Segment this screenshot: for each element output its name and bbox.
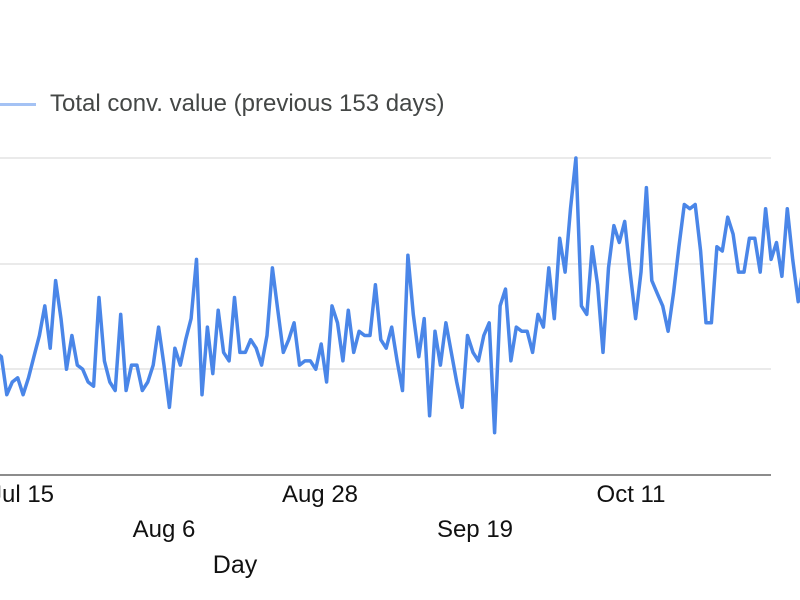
x-tick-label: Jul 15 [0,481,54,508]
legend-swatch [0,102,36,106]
gridlines [0,157,771,476]
chart-legend: Total conv. value (previous 153 days) [0,86,444,122]
x-tick-label: Aug 28 [282,481,358,508]
x-tick-label: Oct 11 [597,481,666,508]
x-axis-title: Day [213,551,258,579]
series-line [0,156,800,435]
legend-label: Total conv. value (previous 153 days) [50,90,445,117]
series-lines [0,156,800,435]
x-tick-label: Sep 19 [437,516,513,543]
x-tick-label: Aug 6 [133,516,196,543]
x-tick-labels: Jul 15 Aug 6 Aug 28 Sep 19 Oct 11 [0,481,665,543]
